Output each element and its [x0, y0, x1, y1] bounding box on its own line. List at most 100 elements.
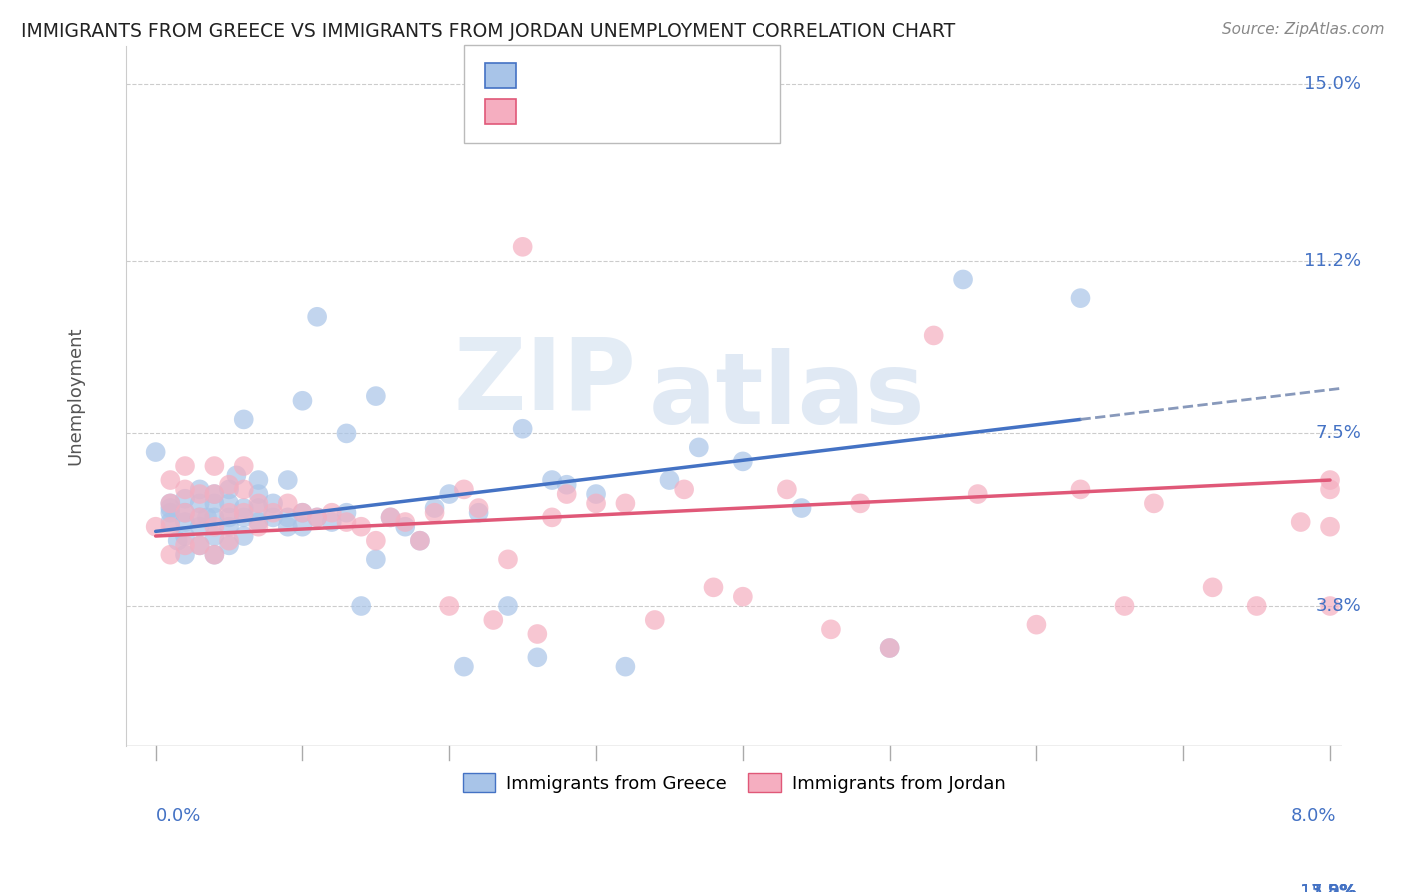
Text: N = 73: N = 73: [654, 67, 721, 85]
Point: [174, 483, 197, 497]
Point: [218, 538, 240, 552]
Point: [644, 613, 666, 627]
Point: [166, 533, 188, 548]
Point: [188, 496, 211, 510]
Point: [1289, 515, 1312, 529]
Text: 15.0%: 15.0%: [1303, 75, 1361, 93]
Point: [731, 454, 754, 468]
Point: [614, 496, 637, 510]
Point: [202, 510, 225, 524]
Point: [174, 538, 197, 552]
Point: [174, 506, 197, 520]
Point: [380, 510, 402, 524]
Point: [247, 501, 270, 516]
Point: [380, 510, 402, 524]
Point: [247, 496, 270, 510]
Point: [202, 487, 225, 501]
Point: [922, 328, 945, 343]
Point: [688, 441, 710, 455]
Point: [159, 548, 181, 562]
Point: [731, 590, 754, 604]
Point: [195, 510, 218, 524]
Text: atlas: atlas: [650, 348, 925, 444]
Point: [232, 412, 254, 426]
Point: [159, 496, 181, 510]
Point: [585, 496, 607, 510]
Point: [218, 510, 240, 524]
Point: [232, 510, 254, 524]
Point: [409, 533, 432, 548]
Point: [188, 538, 211, 552]
Point: [879, 640, 901, 655]
Point: [247, 519, 270, 533]
Point: [159, 506, 181, 520]
Point: [776, 483, 799, 497]
Point: [364, 533, 387, 548]
Text: 3.8%: 3.8%: [1315, 597, 1361, 615]
Point: [188, 519, 211, 533]
Point: [262, 506, 284, 520]
Point: [159, 501, 181, 516]
Point: [291, 519, 314, 533]
Point: [159, 519, 181, 533]
Point: [277, 473, 299, 487]
Point: [145, 445, 167, 459]
Point: [202, 548, 225, 562]
Point: [1319, 483, 1341, 497]
Point: [1319, 599, 1341, 613]
Point: [673, 483, 696, 497]
Point: [277, 510, 299, 524]
Point: [202, 458, 225, 473]
Point: [439, 599, 461, 613]
Point: [277, 519, 299, 533]
Point: [159, 496, 181, 510]
Point: [218, 519, 240, 533]
Point: [232, 506, 254, 520]
Point: [512, 422, 534, 436]
Point: [966, 487, 988, 501]
Point: [307, 510, 329, 524]
Text: R = 0.083: R = 0.083: [527, 103, 617, 120]
Point: [512, 240, 534, 254]
Point: [188, 510, 211, 524]
Point: [159, 515, 181, 529]
Point: [174, 506, 197, 520]
Point: [1114, 599, 1136, 613]
Point: [174, 491, 197, 506]
Point: [188, 538, 211, 552]
Point: [202, 496, 225, 510]
Point: [820, 623, 842, 637]
Point: [262, 510, 284, 524]
Point: [1069, 291, 1091, 305]
Point: [849, 496, 872, 510]
Text: 11.2%: 11.2%: [1303, 252, 1361, 269]
Point: [291, 506, 314, 520]
Point: [952, 272, 974, 286]
Point: [174, 515, 197, 529]
Point: [394, 519, 416, 533]
Text: 3.8%: 3.8%: [1310, 883, 1357, 892]
Point: [702, 580, 724, 594]
Point: [218, 483, 240, 497]
Point: [453, 483, 475, 497]
Text: IMMIGRANTS FROM GREECE VS IMMIGRANTS FROM JORDAN UNEMPLOYMENT CORRELATION CHART: IMMIGRANTS FROM GREECE VS IMMIGRANTS FRO…: [21, 22, 955, 41]
Point: [174, 458, 197, 473]
Point: [394, 515, 416, 529]
Point: [174, 529, 197, 543]
Point: [247, 487, 270, 501]
Point: [174, 548, 197, 562]
Point: [159, 473, 181, 487]
Point: [658, 473, 681, 487]
Point: [439, 487, 461, 501]
Point: [453, 659, 475, 673]
Text: ZIP: ZIP: [454, 334, 637, 431]
Point: [1201, 580, 1223, 594]
Point: [291, 506, 314, 520]
Point: [202, 487, 225, 501]
Point: [225, 468, 247, 483]
Point: [423, 501, 446, 516]
Text: 7.5%: 7.5%: [1315, 425, 1361, 442]
Point: [467, 506, 489, 520]
Point: [247, 515, 270, 529]
Point: [145, 519, 167, 533]
